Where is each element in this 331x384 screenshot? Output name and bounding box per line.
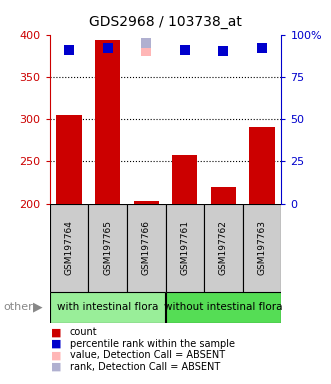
Bar — [134, 201, 159, 204]
Text: GSM197762: GSM197762 — [219, 220, 228, 275]
Text: GSM197765: GSM197765 — [103, 220, 112, 275]
Bar — [250, 127, 275, 204]
Text: GSM197761: GSM197761 — [180, 220, 189, 275]
Bar — [88, 204, 127, 292]
Bar — [211, 187, 236, 204]
Bar — [50, 292, 166, 323]
Text: ■: ■ — [51, 339, 62, 349]
Bar — [166, 292, 281, 323]
Bar — [95, 40, 120, 204]
Text: GSM197766: GSM197766 — [142, 220, 151, 275]
Text: ■: ■ — [51, 327, 62, 337]
Bar — [204, 204, 243, 292]
Bar — [127, 204, 166, 292]
Text: with intestinal flora: with intestinal flora — [57, 302, 158, 312]
Bar — [172, 156, 197, 204]
Bar — [50, 204, 88, 292]
Text: other: other — [3, 302, 33, 312]
Text: percentile rank within the sample: percentile rank within the sample — [70, 339, 234, 349]
Text: value, Detection Call = ABSENT: value, Detection Call = ABSENT — [70, 350, 225, 360]
Bar — [243, 204, 281, 292]
Text: ■: ■ — [51, 362, 62, 372]
Bar — [166, 204, 204, 292]
Text: count: count — [70, 327, 97, 337]
Text: GSM197764: GSM197764 — [65, 220, 73, 275]
Text: without intestinal flora: without intestinal flora — [164, 302, 283, 312]
Text: ▶: ▶ — [33, 301, 43, 314]
Text: GSM197763: GSM197763 — [258, 220, 266, 275]
Text: rank, Detection Call = ABSENT: rank, Detection Call = ABSENT — [70, 362, 220, 372]
Text: GDS2968 / 103738_at: GDS2968 / 103738_at — [89, 15, 242, 29]
Text: ■: ■ — [51, 350, 62, 360]
Bar — [56, 115, 81, 204]
